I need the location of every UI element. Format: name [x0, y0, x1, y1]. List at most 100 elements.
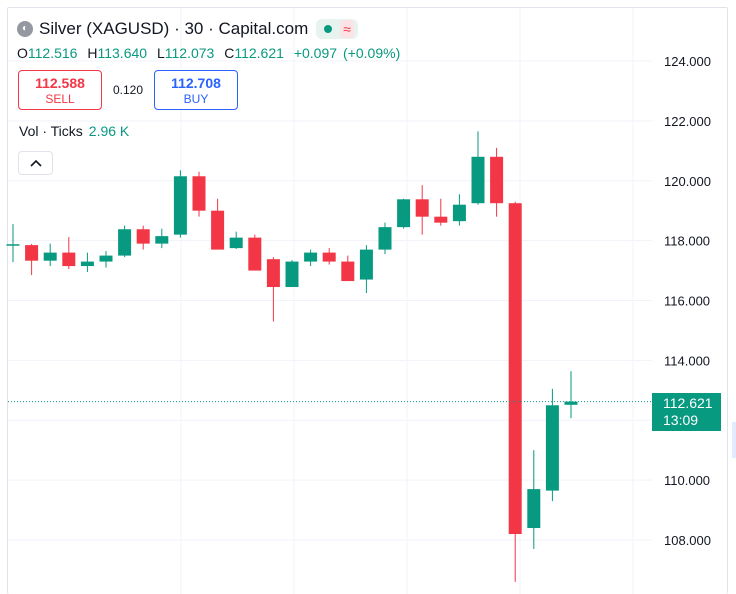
candle	[434, 198, 448, 226]
candle-body	[564, 401, 578, 405]
close-label: C	[224, 45, 235, 61]
candle	[155, 228, 169, 249]
y-tick-label: 122.000	[664, 114, 711, 129]
candle	[378, 222, 392, 255]
ohlc-values: O112.516 H113.640 L112.073 C112.621 +0.0…	[17, 45, 406, 61]
last-price-label: 112.621 13:09	[652, 393, 721, 431]
close-value: 112.621	[234, 45, 284, 61]
y-tick-label: 116.000	[664, 294, 710, 309]
candle-body	[248, 237, 262, 271]
candle	[508, 201, 522, 582]
candle	[248, 234, 262, 271]
candle	[80, 252, 94, 273]
open-value: 112.516	[27, 45, 78, 61]
candle-body	[43, 252, 57, 261]
change-percent: (+0.09%)	[343, 45, 401, 61]
candles	[6, 131, 578, 582]
candle	[285, 260, 299, 288]
y-tick-label: 114.000	[664, 353, 710, 368]
wave-icon: ≈	[340, 20, 354, 38]
candle-body	[229, 237, 243, 249]
y-tick-label: 120.000	[664, 174, 711, 189]
candle-body	[118, 229, 132, 256]
buy-price: 112.708	[171, 75, 221, 91]
scale-edge-tab[interactable]	[732, 422, 736, 458]
bar-countdown: 13:09	[663, 412, 699, 428]
candle	[136, 225, 150, 250]
open-label: O	[17, 45, 28, 61]
candle-body	[304, 252, 318, 262]
candle	[397, 198, 411, 229]
low-label: L	[156, 45, 165, 61]
candle-body	[211, 210, 225, 250]
candle	[99, 251, 113, 268]
y-tick-label: 110.000	[664, 473, 710, 488]
volume-label: Vol · Ticks	[19, 123, 83, 139]
candle	[43, 243, 57, 267]
candle-body	[359, 249, 373, 280]
candle	[322, 248, 336, 265]
candle	[173, 170, 187, 238]
candle	[490, 147, 504, 217]
y-tick-label: 118.000	[664, 234, 710, 249]
candle-body	[397, 199, 411, 228]
high-value: 113.640	[97, 45, 148, 61]
y-tick-label: 108.000	[664, 533, 711, 548]
candle	[415, 185, 429, 235]
candle	[452, 194, 466, 226]
y-tick-label: 124.000	[664, 54, 711, 69]
buy-button[interactable]: 112.708 BUY	[154, 70, 238, 110]
spread-value: 0.120	[112, 83, 144, 97]
high-label: H	[87, 45, 98, 61]
candle	[341, 255, 355, 282]
chart-header: ◐ Silver (XAGUSD) · 30 · Capital.com ≈	[17, 17, 358, 41]
sell-button[interactable]: 112.588 SELL	[18, 70, 102, 110]
candle-body	[285, 261, 299, 288]
candle-body	[508, 203, 522, 535]
sell-label: SELL	[45, 92, 75, 106]
candle	[192, 171, 206, 217]
candle-body	[192, 176, 206, 211]
candle	[211, 198, 225, 250]
candle-body	[545, 405, 559, 491]
candle-body	[6, 244, 20, 246]
candle	[545, 388, 559, 502]
candle	[359, 245, 373, 294]
collapse-legend-button[interactable]	[18, 151, 53, 175]
candle-body	[378, 227, 392, 250]
candle-body	[322, 252, 336, 262]
change-value: +0.097	[293, 45, 338, 61]
chevron-up-icon	[29, 159, 42, 167]
volume-legend[interactable]: Vol · Ticks 2.96 K	[19, 123, 129, 139]
candle-body	[99, 255, 113, 262]
chart-frame	[7, 7, 728, 594]
buy-label: BUY	[183, 92, 209, 106]
candle-body	[173, 176, 187, 235]
candle-body	[452, 204, 466, 222]
symbol-title[interactable]: Silver (XAGUSD) · 30 · Capital.com	[39, 19, 309, 38]
market-status[interactable]: ≈	[316, 19, 358, 39]
candle-body	[434, 216, 448, 223]
sell-price: 112.588	[35, 75, 85, 91]
candle	[62, 237, 76, 270]
candle-body	[490, 156, 504, 204]
candle	[564, 371, 578, 419]
last-price-value: 112.621	[663, 395, 713, 411]
candle-body	[80, 261, 94, 267]
candle	[118, 225, 132, 258]
market-open-dot-icon	[324, 25, 333, 33]
candle-body	[136, 229, 150, 244]
candle	[471, 131, 485, 205]
candle	[25, 243, 39, 276]
price-axis: 108.000110.000112.000114.000116.000118.0…	[664, 54, 711, 548]
candle-body	[471, 156, 485, 204]
candle-body	[341, 261, 355, 282]
candle-body	[527, 489, 541, 529]
candle-body	[62, 252, 76, 267]
candle-body	[415, 199, 429, 217]
volume-value: 2.96 K	[88, 123, 130, 139]
candle-body	[155, 236, 169, 244]
candle	[527, 450, 541, 549]
candle	[229, 231, 243, 250]
